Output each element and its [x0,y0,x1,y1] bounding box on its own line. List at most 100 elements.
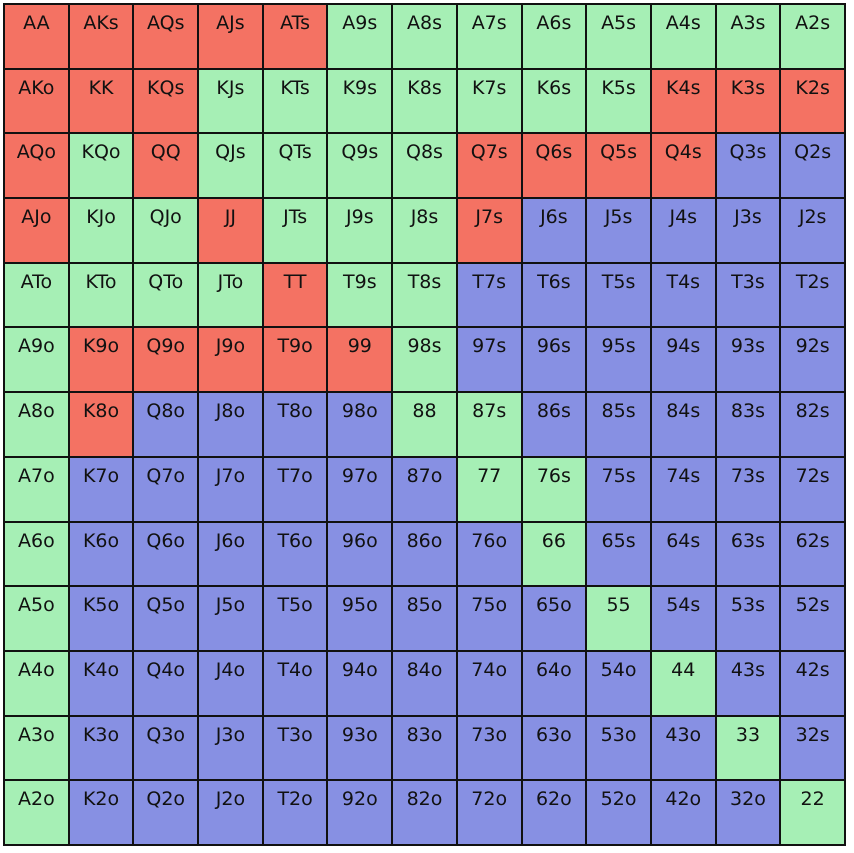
hand-cell-q7s[interactable]: Q7s [457,134,523,200]
hand-cell-42s[interactable]: 42s [781,651,846,717]
hand-cell-82s[interactable]: 82s [781,393,846,458]
hand-cell-t6s[interactable]: T6s [522,263,588,329]
hand-cell-t8s[interactable]: T8s [393,263,458,329]
hand-cell-a7s[interactable]: A7s [457,5,523,70]
hand-cell-q9o[interactable]: Q9o [134,328,200,394]
hand-cell-q3s[interactable]: Q3s [716,134,782,200]
hand-cell-98s[interactable]: 98s [393,328,458,394]
hand-cell-ato[interactable]: ATo [5,263,70,329]
hand-cell-q2s[interactable]: Q2s [781,134,846,200]
hand-cell-76s[interactable]: 76s [522,457,588,523]
hand-cell-q6s[interactable]: Q6s [522,134,588,200]
hand-cell-a8o[interactable]: A8o [5,393,70,458]
hand-cell-t7s[interactable]: T7s [457,263,523,329]
hand-cell-k3o[interactable]: K3o [69,716,135,782]
hand-cell-j2o[interactable]: J2o [199,781,264,846]
hand-cell-a3o[interactable]: A3o [5,716,70,782]
hand-cell-k2o[interactable]: K2o [69,781,135,846]
hand-cell-aqs[interactable]: AQs [134,5,200,70]
hand-cell-84s[interactable]: 84s [651,393,717,458]
hand-cell-j2s[interactable]: J2s [781,199,846,264]
hand-cell-64s[interactable]: 64s [651,522,717,588]
hand-cell-j4o[interactable]: J4o [199,651,264,717]
hand-cell-ajo[interactable]: AJo [5,199,70,264]
hand-cell-kjo[interactable]: KJo [69,199,135,264]
hand-cell-q9s[interactable]: Q9s [328,134,394,200]
hand-cell-t9s[interactable]: T9s [328,263,394,329]
hand-cell-93o[interactable]: 93o [328,716,394,782]
hand-cell-t6o[interactable]: T6o [263,522,329,588]
hand-cell-54o[interactable]: 54o [587,651,652,717]
hand-cell-55[interactable]: 55 [587,587,652,652]
hand-cell-43s[interactable]: 43s [716,651,782,717]
hand-cell-k6o[interactable]: K6o [69,522,135,588]
hand-cell-k9o[interactable]: K9o [69,328,135,394]
hand-cell-a4s[interactable]: A4s [651,5,717,70]
hand-cell-66[interactable]: 66 [522,522,588,588]
hand-cell-j8o[interactable]: J8o [199,393,264,458]
hand-cell-94s[interactable]: 94s [651,328,717,394]
hand-cell-qts[interactable]: QTs [263,134,329,200]
hand-cell-86s[interactable]: 86s [522,393,588,458]
hand-cell-k4o[interactable]: K4o [69,651,135,717]
hand-cell-q2o[interactable]: Q2o [134,781,200,846]
hand-cell-q3o[interactable]: Q3o [134,716,200,782]
hand-cell-jto[interactable]: JTo [199,263,264,329]
hand-cell-62o[interactable]: 62o [522,781,588,846]
hand-cell-kts[interactable]: KTs [263,69,329,135]
hand-cell-j5s[interactable]: J5s [587,199,652,264]
hand-cell-87o[interactable]: 87o [393,457,458,523]
hand-cell-qto[interactable]: QTo [134,263,200,329]
hand-cell-52o[interactable]: 52o [587,781,652,846]
hand-cell-t9o[interactable]: T9o [263,328,329,394]
hand-cell-64o[interactable]: 64o [522,651,588,717]
hand-cell-a4o[interactable]: A4o [5,651,70,717]
hand-cell-j6o[interactable]: J6o [199,522,264,588]
hand-cell-k4s[interactable]: K4s [651,69,717,135]
hand-cell-kjs[interactable]: KJs [199,69,264,135]
hand-cell-jj[interactable]: JJ [199,199,264,264]
hand-cell-k8o[interactable]: K8o [69,393,135,458]
hand-cell-43o[interactable]: 43o [651,716,717,782]
hand-cell-t3s[interactable]: T3s [716,263,782,329]
hand-cell-72o[interactable]: 72o [457,781,523,846]
hand-cell-j9o[interactable]: J9o [199,328,264,394]
hand-cell-32s[interactable]: 32s [781,716,846,782]
hand-cell-84o[interactable]: 84o [393,651,458,717]
hand-cell-53s[interactable]: 53s [716,587,782,652]
hand-cell-a8s[interactable]: A8s [393,5,458,70]
hand-cell-j7o[interactable]: J7o [199,457,264,523]
hand-cell-85o[interactable]: 85o [393,587,458,652]
hand-cell-j8s[interactable]: J8s [393,199,458,264]
hand-cell-a3s[interactable]: A3s [716,5,782,70]
hand-cell-aqo[interactable]: AQo [5,134,70,200]
hand-cell-ako[interactable]: AKo [5,69,70,135]
hand-cell-75o[interactable]: 75o [457,587,523,652]
hand-cell-q4o[interactable]: Q4o [134,651,200,717]
hand-cell-62s[interactable]: 62s [781,522,846,588]
hand-cell-q8s[interactable]: Q8s [393,134,458,200]
hand-cell-j6s[interactable]: J6s [522,199,588,264]
hand-cell-77[interactable]: 77 [457,457,523,523]
hand-cell-kk[interactable]: KK [69,69,135,135]
hand-cell-a6o[interactable]: A6o [5,522,70,588]
hand-cell-33[interactable]: 33 [716,716,782,782]
hand-cell-q5o[interactable]: Q5o [134,587,200,652]
hand-cell-65o[interactable]: 65o [522,587,588,652]
hand-cell-qjs[interactable]: QJs [199,134,264,200]
hand-cell-a6s[interactable]: A6s [522,5,588,70]
hand-cell-a9o[interactable]: A9o [5,328,70,394]
hand-cell-k9s[interactable]: K9s [328,69,394,135]
hand-cell-74o[interactable]: 74o [457,651,523,717]
hand-cell-73o[interactable]: 73o [457,716,523,782]
hand-cell-kto[interactable]: KTo [69,263,135,329]
hand-cell-63s[interactable]: 63s [716,522,782,588]
hand-cell-j9s[interactable]: J9s [328,199,394,264]
hand-cell-95s[interactable]: 95s [587,328,652,394]
hand-cell-j3s[interactable]: J3s [716,199,782,264]
hand-cell-22[interactable]: 22 [781,781,846,846]
hand-cell-44[interactable]: 44 [651,651,717,717]
hand-cell-83o[interactable]: 83o [393,716,458,782]
hand-cell-j4s[interactable]: J4s [651,199,717,264]
hand-cell-93s[interactable]: 93s [716,328,782,394]
